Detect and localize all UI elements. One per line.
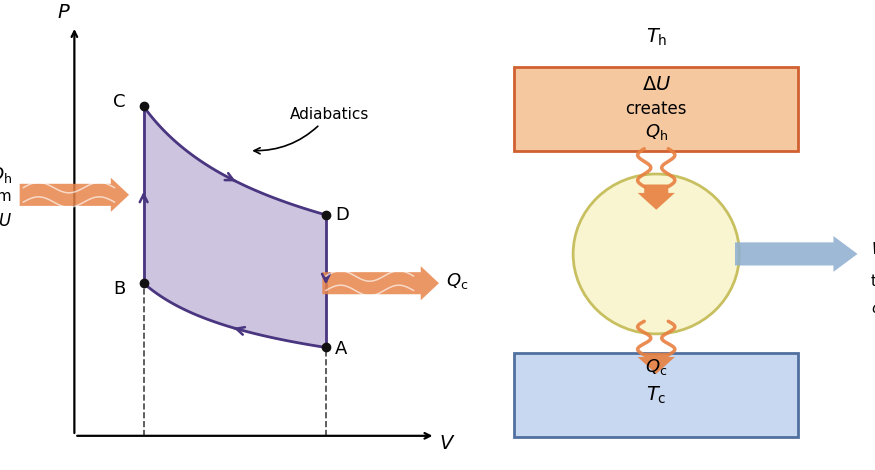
Text: $\Delta U$: $\Delta U$: [0, 212, 12, 230]
Text: $V$: $V$: [439, 434, 455, 454]
Text: $Q_\mathrm{c}$: $Q_\mathrm{c}$: [446, 271, 469, 291]
FancyArrow shape: [735, 236, 858, 272]
Polygon shape: [144, 107, 326, 347]
Text: C: C: [113, 94, 125, 111]
Text: from: from: [0, 189, 12, 204]
Circle shape: [573, 174, 739, 334]
FancyBboxPatch shape: [514, 353, 799, 437]
FancyArrow shape: [322, 266, 439, 300]
Text: to shaded area: to shaded area: [871, 274, 875, 289]
Text: creates: creates: [626, 100, 687, 118]
Text: $W$ proportional: $W$ proportional: [871, 240, 875, 259]
Text: $T_\mathrm{h}$: $T_\mathrm{h}$: [646, 27, 667, 48]
FancyArrow shape: [638, 185, 675, 210]
Text: of $PV$ diagram: of $PV$ diagram: [871, 299, 875, 318]
Text: $Q_\mathrm{h}$: $Q_\mathrm{h}$: [0, 165, 12, 185]
Text: $\Delta U$: $\Delta U$: [641, 75, 671, 94]
Text: A: A: [335, 340, 347, 359]
FancyArrow shape: [638, 353, 675, 374]
Text: $P$: $P$: [57, 3, 70, 22]
Text: Adiabatics: Adiabatics: [254, 107, 369, 154]
Text: $Q_\mathrm{h}$: $Q_\mathrm{h}$: [645, 122, 668, 142]
Text: B: B: [113, 280, 125, 298]
Text: D: D: [335, 206, 349, 224]
FancyBboxPatch shape: [514, 67, 799, 151]
Text: $T_\mathrm{c}$: $T_\mathrm{c}$: [646, 384, 667, 406]
Text: $Q_\mathrm{c}$: $Q_\mathrm{c}$: [645, 357, 668, 377]
FancyArrow shape: [20, 178, 130, 212]
